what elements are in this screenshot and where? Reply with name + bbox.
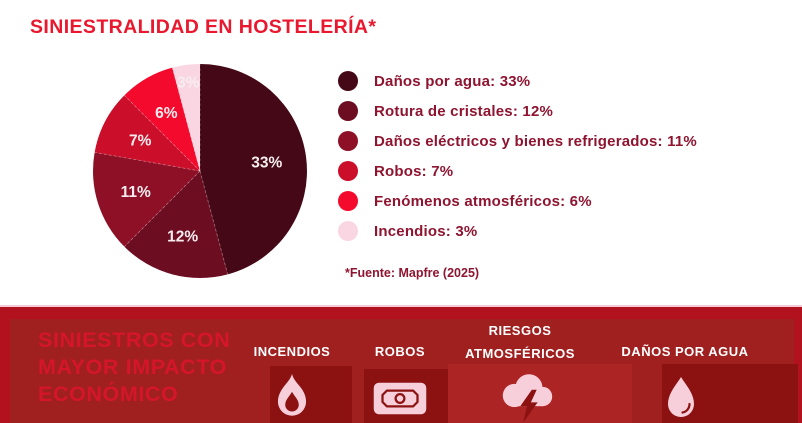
pie-slice-label: 7%: [129, 132, 152, 149]
pie-slice-label: 11%: [121, 184, 151, 201]
water-drop-icon: [668, 377, 694, 417]
pie-slice-label: 6%: [155, 105, 178, 122]
legend-label: Daños por agua: 33%: [374, 72, 531, 90]
banner-heading-line: SINIESTROS CON: [38, 328, 231, 352]
banner-item-label: INCENDIOS: [182, 340, 402, 363]
bottom-banner: SINIESTROS CON MAYOR IMPACTO ECONÓMICO INC…: [0, 305, 802, 423]
banner-heading-line: ECONÓMICO: [38, 382, 179, 406]
water-drop-icon-holder: [664, 375, 698, 421]
banner-item-label: ROBOS: [290, 340, 510, 363]
legend-color-dot: [338, 101, 358, 121]
pie-slice: [93, 152, 200, 247]
storm-cloud-icon-holder: [496, 368, 558, 423]
flame-icon-holder: [270, 373, 314, 423]
banner-item-label: DAÑOS POR AGUA: [575, 340, 795, 363]
banner-item-label-line: INCENDIOS: [253, 344, 331, 359]
banknote-icon: [373, 382, 427, 415]
pie-chart: 33% 12% 11% 7%6% 3%: [93, 64, 307, 278]
legend-color-dot: [338, 131, 358, 151]
legend-item: Fenómenos atmosféricos: 6%: [338, 186, 697, 216]
banner-item-label: RIESGOS ATMOSFÉRICOS: [410, 319, 630, 365]
legend-color-dot: [338, 161, 358, 181]
pie-slice: [200, 64, 307, 275]
pie-slice-label: 3%: [177, 74, 200, 91]
banner-heading-line: MAYOR IMPACTO: [38, 355, 227, 379]
pie-slice-label: 33%: [251, 155, 282, 172]
banner-item-label-line: ROBOS: [374, 344, 426, 359]
pie-slice: [172, 64, 200, 171]
pie-slice-label: 12%: [167, 229, 198, 246]
banner-heading: SINIESTROS CON MAYOR IMPACTO ECONÓMICO: [38, 327, 230, 408]
pie-slice: [124, 171, 228, 278]
legend-label: Rotura de cristales: 12%: [374, 102, 554, 120]
legend-label: Incendios: 3%: [374, 222, 478, 240]
pie-legend: Daños por agua: 33% Rotura de cristales: …: [338, 66, 697, 246]
legend-label: Robos: 7%: [374, 162, 454, 180]
banner-item-label-line: ATMOSFÉRICOS: [465, 346, 575, 361]
pie-slice: [124, 67, 200, 171]
banknote-icon-holder: [372, 380, 428, 417]
source-note: *Fuente: Mapfre (2025): [345, 266, 480, 280]
page-title: SINIESTRALIDAD EN HOSTELERÍA*: [30, 16, 377, 38]
legend-item: Daños eléctricos y bienes refrigerados: …: [338, 126, 697, 156]
legend-item: Incendios: 3%: [338, 216, 697, 246]
storm-cloud-icon: [502, 374, 553, 423]
legend-color-dot: [338, 71, 358, 91]
legend-color-dot: [338, 221, 358, 241]
legend-label: Daños eléctricos y bienes refrigerados: …: [374, 132, 697, 150]
pie-slice: [94, 95, 200, 171]
banner-item-label-line: RIESGOS: [488, 323, 552, 338]
flame-icon: [277, 374, 307, 416]
legend-item: Daños por agua: 33%: [338, 66, 697, 96]
legend-color-dot: [338, 191, 358, 211]
legend-item: Rotura de cristales: 12%: [338, 96, 697, 126]
banner-item-label-line: DAÑOS POR AGUA: [621, 344, 749, 359]
legend-label: Fenómenos atmosféricos: 6%: [374, 192, 592, 210]
legend-item: Robos: 7%: [338, 156, 697, 186]
